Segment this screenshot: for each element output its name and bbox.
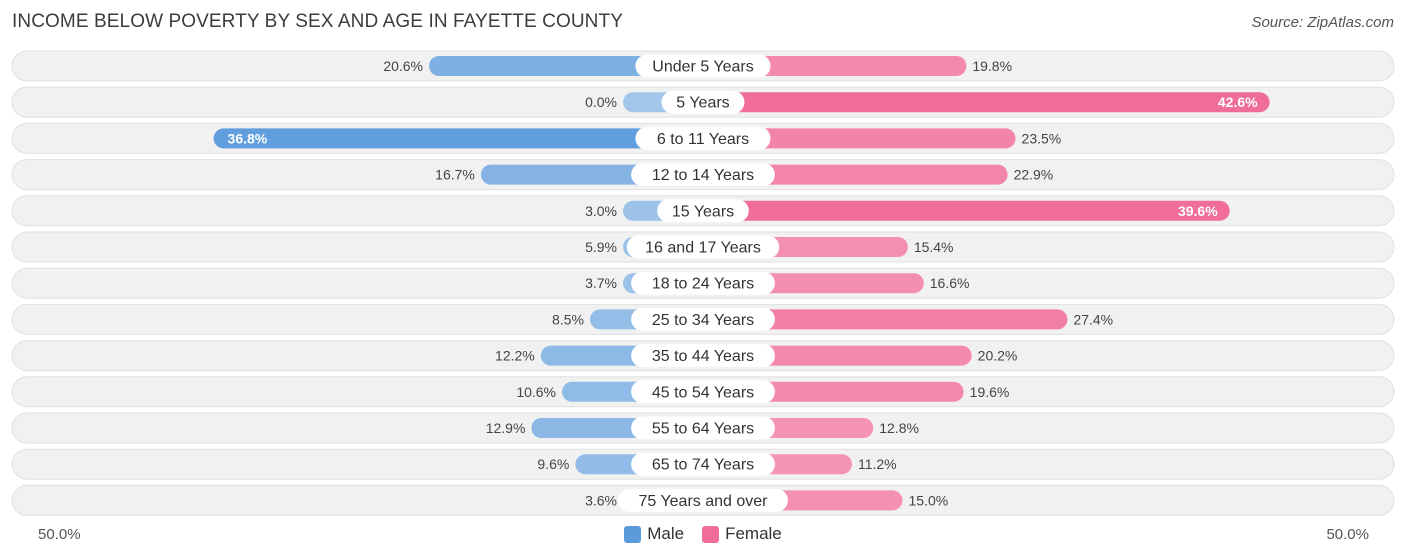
value-label-female: 16.6% [930, 275, 970, 291]
legend-item-male: Male [624, 524, 684, 544]
value-label-male: 20.6% [383, 58, 423, 74]
axis-label-right: 50.0% [1326, 526, 1369, 543]
bar-female [703, 200, 1230, 221]
bar-female [703, 309, 1068, 330]
value-label-female: 27.4% [1073, 311, 1113, 327]
category-label: 45 to 54 Years [652, 384, 754, 401]
value-label-female: 19.8% [972, 58, 1012, 74]
category-label: 5 Years [676, 95, 729, 112]
legend: Male Female [0, 524, 1406, 544]
value-label-male: 9.6% [537, 456, 569, 472]
bar-chart: 20.6% 19.8% Under 5 Years 0.0% 42.6% 5 Years 3… [11, 50, 1395, 516]
category-pill [657, 199, 749, 223]
value-label-female: 39.6% [1178, 203, 1218, 219]
legend-swatch-female [702, 525, 720, 543]
category-pill [626, 235, 780, 259]
source-label: Source: ZipAtlas.com [1251, 14, 1394, 31]
value-label-male: 0.0% [585, 94, 617, 110]
value-label-female: 23.5% [1022, 130, 1062, 146]
value-label-female: 15.0% [909, 492, 949, 508]
category-pill [618, 488, 788, 512]
bar-female [703, 92, 1270, 113]
bar-female [703, 164, 1008, 185]
category-pill [631, 271, 775, 295]
category-label: 25 to 34 Years [652, 312, 754, 329]
category-pill [635, 126, 771, 150]
axis-label-left: 50.0% [38, 526, 81, 543]
category-label: 15 Years [672, 203, 734, 220]
category-pill [631, 163, 775, 187]
value-label-female: 19.6% [970, 384, 1010, 400]
value-label-male: 3.6% [585, 492, 617, 508]
value-label-female: 22.9% [1014, 167, 1054, 183]
value-label-male: 3.7% [585, 275, 617, 291]
value-label-female: 12.8% [879, 420, 919, 436]
legend-label-male: Male [647, 524, 685, 543]
category-label: 65 to 74 Years [652, 457, 754, 474]
value-label-male: 3.0% [585, 203, 617, 219]
category-label: 35 to 44 Years [652, 348, 754, 365]
value-label-male: 12.9% [486, 420, 526, 436]
value-label-male: 5.9% [585, 239, 617, 255]
category-pill [631, 344, 775, 368]
category-label: 12 to 14 Years [652, 167, 754, 184]
legend-item-female: Female [702, 524, 782, 544]
category-label: 16 and 17 Years [645, 240, 761, 257]
category-pill [631, 307, 775, 331]
value-label-male: 16.7% [435, 167, 475, 183]
value-label-male: 10.6% [516, 384, 556, 400]
category-pill [631, 452, 775, 476]
bar-male [429, 56, 703, 76]
value-label-male: 36.8% [228, 130, 268, 146]
bar-female [703, 128, 1016, 149]
category-label: 18 to 24 Years [652, 276, 754, 293]
category-label: Under 5 Years [652, 59, 753, 76]
value-label-male: 12.2% [495, 348, 535, 364]
value-label-female: 11.2% [858, 456, 897, 472]
category-label: 6 to 11 Years [657, 131, 749, 148]
value-label-female: 42.6% [1218, 94, 1258, 110]
legend-swatch-male [624, 525, 642, 543]
bar-male [213, 128, 703, 149]
category-label: 55 to 64 Years [652, 421, 754, 438]
category-pill [631, 416, 775, 440]
chart-title: INCOME BELOW POVERTY BY SEX AND AGE IN F… [12, 11, 623, 32]
legend-label-female: Female [725, 524, 782, 543]
value-label-female: 15.4% [914, 239, 954, 255]
category-pill [661, 90, 745, 114]
value-label-female: 20.2% [978, 348, 1018, 364]
category-label: 75 Years and over [639, 493, 769, 510]
category-pill [635, 54, 771, 78]
category-pill [631, 380, 775, 404]
value-label-male: 8.5% [552, 311, 584, 327]
